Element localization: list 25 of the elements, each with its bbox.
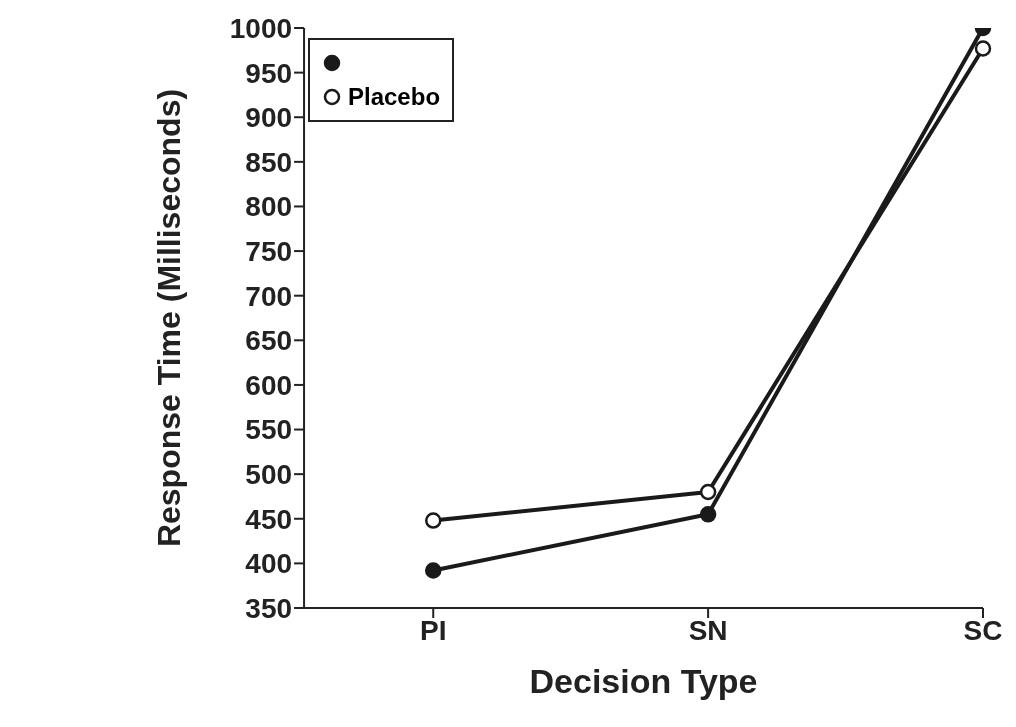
legend-label: Placebo: [348, 83, 441, 111]
y-tick-label: 600: [245, 369, 293, 401]
x-tick-label: SC: [963, 614, 1003, 646]
point: [699, 483, 717, 501]
y-tick-label: 750: [245, 236, 293, 268]
point: [424, 512, 442, 529]
y-tick-label: 550: [245, 414, 293, 446]
y-tick-label: 650: [245, 325, 293, 357]
y-tick-label: 500: [245, 459, 293, 491]
y-tick-label: 450: [245, 503, 293, 535]
x-tick-label: SN: [688, 614, 728, 646]
y-axis-title: Response Time (Milliseconds): [151, 88, 188, 548]
y-tick-label: 350: [245, 592, 293, 624]
point: [974, 40, 992, 57]
y-tick-label: 400: [245, 548, 293, 580]
y-tick-label: 700: [245, 280, 293, 312]
y-tick-label: 1000: [229, 12, 293, 44]
y-tick-label: 900: [245, 102, 293, 134]
y-tick-label: 800: [245, 191, 293, 223]
point: [424, 562, 442, 579]
x-tick-label: PI: [420, 614, 447, 646]
x-axis-title: Decision Type: [529, 662, 758, 700]
y-tick-label: 950: [245, 57, 293, 89]
y-tick-label: 850: [245, 146, 293, 178]
point: [699, 506, 717, 523]
